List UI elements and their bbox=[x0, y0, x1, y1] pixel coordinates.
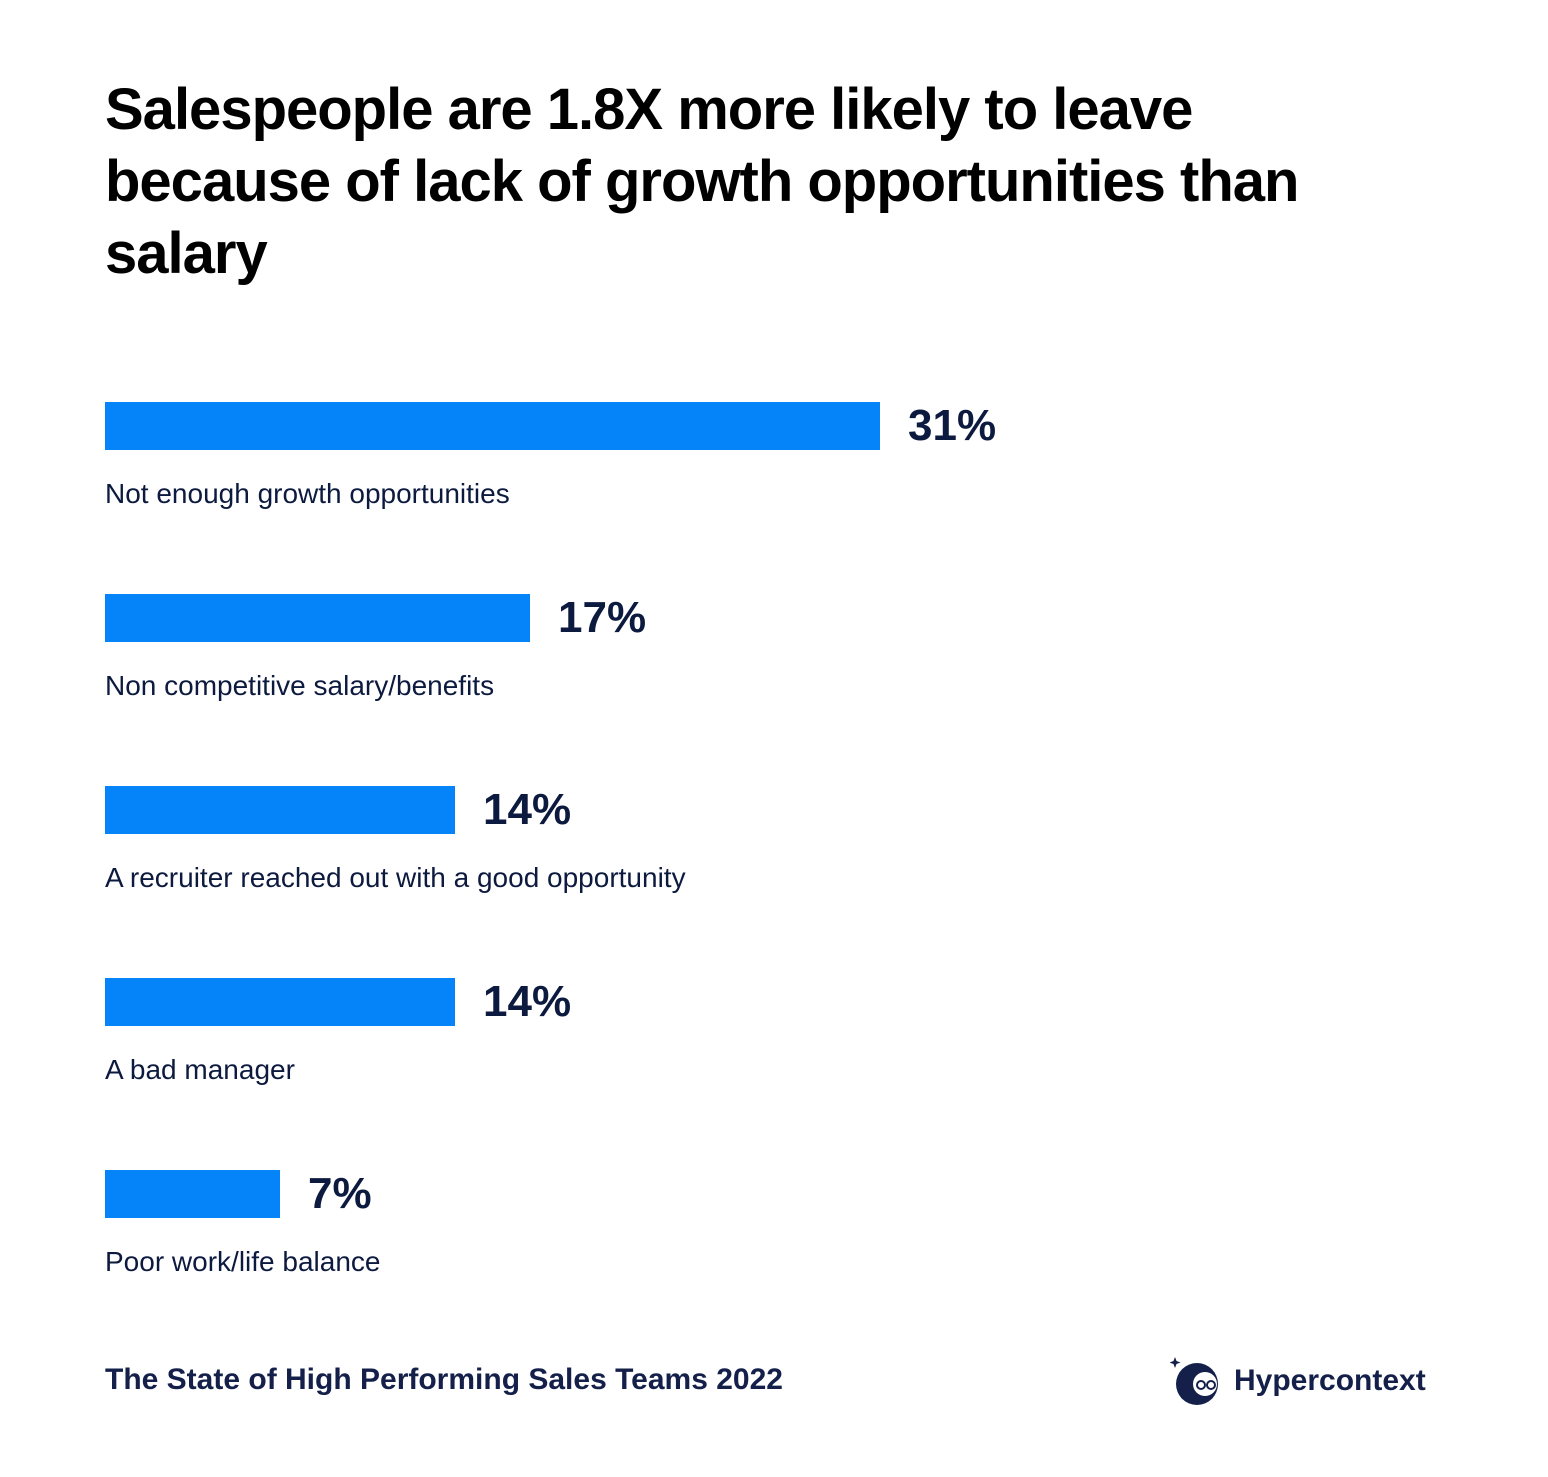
bar bbox=[105, 402, 880, 450]
value-label: 14% bbox=[483, 977, 572, 1026]
chart-title: Salespeople are 1.8X more likely to leav… bbox=[105, 77, 1299, 286]
bar bbox=[105, 786, 455, 834]
brand-name: Hypercontext bbox=[1234, 1364, 1426, 1397]
bar-row: 7% Poor work/life balance bbox=[105, 1170, 1445, 1300]
bar bbox=[105, 978, 455, 1026]
bar-row: 31% Not enough growth opportunities bbox=[105, 402, 1445, 532]
category-label: A recruiter reached out with a good oppo… bbox=[105, 862, 686, 893]
category-label: Not enough growth opportunities bbox=[105, 478, 510, 509]
value-label: 31% bbox=[908, 401, 997, 450]
bar bbox=[105, 594, 530, 642]
value-label: 7% bbox=[308, 1169, 372, 1218]
category-label: Poor work/life balance bbox=[105, 1246, 381, 1277]
bar-row: 14% A recruiter reached out with a good o… bbox=[105, 786, 1445, 916]
bar-row: 17% Non competitive salary/benefits bbox=[105, 594, 1445, 724]
category-label: Non competitive salary/benefits bbox=[105, 670, 495, 701]
value-label: 17% bbox=[558, 593, 647, 642]
bar-row: 14% A bad manager bbox=[105, 978, 1445, 1108]
logo-icon bbox=[1170, 1357, 1218, 1405]
brand-logo: Hypercontext bbox=[1170, 1354, 1426, 1408]
value-label: 14% bbox=[483, 785, 572, 834]
category-label: A bad manager bbox=[105, 1054, 295, 1085]
source: The State of High Performing Sales Teams… bbox=[105, 1363, 783, 1396]
bar bbox=[105, 1170, 280, 1218]
